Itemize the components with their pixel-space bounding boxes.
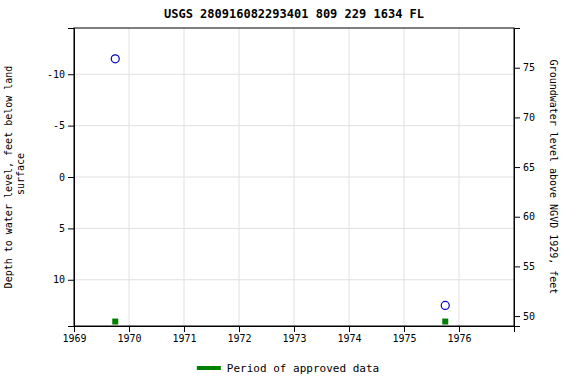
x-axis-tick-mark — [294, 326, 295, 332]
x-axis-tick-label: 1975 — [392, 333, 416, 344]
x-axis-tick: 1974 — [337, 326, 361, 344]
y2-axis-tick-mark — [514, 167, 520, 168]
x-axis-tick-mark — [239, 326, 240, 332]
x-axis-tick: 1970 — [117, 326, 141, 344]
circle-marker — [111, 55, 119, 63]
grid-line-y — [74, 74, 514, 75]
y2-axis-title: Groundwater level above NGVD 1929, feet — [548, 60, 559, 295]
x-axis-tick: 1971 — [172, 326, 196, 344]
y2-axis-tick: 55 — [514, 261, 535, 272]
legend-item: Period of approved data — [197, 362, 379, 375]
x-axis-tick-label: 1974 — [337, 333, 361, 344]
y-axis-tick-mark — [68, 74, 74, 75]
plot-area: 1969 1970 1971 1972 1973 1974 1975 1976 -10 -5 0 5 1… — [47, 28, 535, 344]
y2-axis-tick-mark — [514, 117, 520, 118]
y-axis-title-line: surface — [15, 153, 26, 201]
y-axis-tick-label: 5 — [59, 223, 65, 234]
y-axis-tick-mark — [68, 228, 74, 229]
grid-line-y — [74, 279, 514, 280]
square-marker — [442, 319, 448, 325]
x-axis-tick-mark — [459, 326, 460, 332]
marks — [111, 55, 449, 325]
plot-frame — [74, 28, 514, 326]
y2-axis-tick: 65 — [514, 162, 535, 173]
y2-axis: 50 55 60 65 70 75 — [514, 29, 535, 327]
y-axis-tick-label: -5 — [53, 120, 65, 131]
y-axis-tick-label: -10 — [47, 69, 65, 80]
y-axis-tick: 5 — [59, 223, 74, 234]
y-axis-title-line: Depth to water level, feet below land — [3, 66, 14, 289]
y2-axis-tick-label: 50 — [523, 311, 535, 322]
x-axis-tick: 1976 — [447, 326, 471, 344]
y-axis-tick-mark — [68, 177, 74, 178]
y2-axis-tick-label: 60 — [523, 211, 535, 222]
y-axis-tick: 0 — [59, 172, 74, 183]
x-axis-tick-mark — [129, 326, 130, 332]
grid — [74, 28, 514, 326]
series — [112, 319, 448, 325]
x-axis-tick: 1975 — [392, 326, 416, 344]
y2-axis-tick-label: 70 — [523, 112, 535, 123]
grid-line-y — [74, 125, 514, 126]
y2-axis-tick: 50 — [514, 311, 535, 322]
y2-axis-tick: 70 — [514, 112, 535, 123]
x-axis-tick-mark — [184, 326, 185, 332]
x-axis: 1969 1970 1971 1972 1973 1974 1975 1976 — [62, 326, 514, 344]
grid-line-y — [74, 177, 514, 178]
y-axis-tick: -5 — [53, 120, 74, 131]
y-axis-tick: -10 — [47, 69, 74, 80]
circle-marker — [441, 301, 449, 309]
x-axis-tick-label: 1970 — [117, 333, 141, 344]
y2-axis-tick-label: 65 — [523, 162, 535, 173]
chart-svg: 1969 1970 1971 1972 1973 1974 1975 1976 -10 -5 0 5 1… — [0, 0, 576, 384]
x-axis-line — [75, 327, 515, 333]
x-axis-tick: 1969 — [62, 326, 86, 344]
y-axis-tick: 10 — [53, 274, 74, 285]
x-axis-tick: 1973 — [282, 326, 306, 344]
y2-axis-tick-mark — [514, 266, 520, 267]
y2-axis-tick: 60 — [514, 211, 535, 222]
square-marker — [112, 319, 118, 325]
y-axis: -10 -5 0 5 10 — [47, 29, 75, 327]
y2-axis-tick-mark — [514, 217, 520, 218]
x-axis-tick-label: 1969 — [62, 333, 86, 344]
y2-axis-tick-mark — [514, 316, 520, 317]
x-axis-tick-label: 1976 — [447, 333, 471, 344]
y2-axis-tick-label: 55 — [523, 261, 535, 272]
y2-axis-tick-label: 75 — [523, 62, 535, 73]
y2-axis-line — [515, 29, 521, 327]
x-axis-tick-label: 1971 — [172, 333, 196, 344]
series — [111, 55, 449, 310]
title: USGS 280916082293401 809 229 1634 FL — [164, 7, 424, 21]
y-axis-tick-mark — [68, 126, 74, 127]
grid-line-y — [74, 228, 514, 229]
y-axis-tick-mark — [68, 280, 74, 281]
y2-axis-tick-mark — [514, 68, 520, 69]
y-axis-tick-label: 10 — [53, 274, 65, 285]
y-axis-line — [68, 29, 75, 327]
legend-swatch — [197, 366, 221, 370]
y-axis-tick-label: 0 — [59, 172, 65, 183]
y-axis-title: Depth to water level, feet below land su… — [3, 66, 26, 289]
x-axis-tick-mark — [349, 326, 350, 332]
y2-axis-tick: 75 — [514, 62, 535, 73]
x-axis-tick-label: 1972 — [227, 333, 251, 344]
x-axis-tick-label: 1973 — [282, 333, 306, 344]
legend-label: Period of approved data — [227, 362, 379, 375]
x-axis-tick: 1972 — [227, 326, 251, 344]
legend: Period of approved data — [197, 362, 379, 375]
x-axis-tick-mark — [404, 326, 405, 332]
